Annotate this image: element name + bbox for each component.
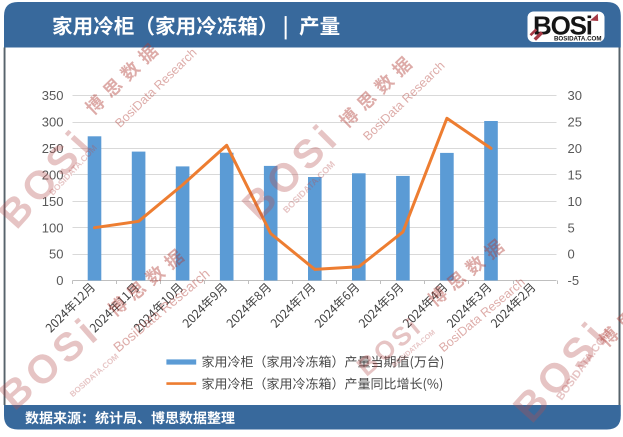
svg-text:350: 350: [42, 88, 64, 103]
svg-text:100: 100: [42, 220, 64, 235]
svg-text:15: 15: [568, 167, 582, 182]
svg-text:50: 50: [49, 247, 63, 262]
svg-text:25: 25: [568, 115, 582, 130]
svg-text:5: 5: [568, 220, 575, 235]
svg-text:200: 200: [42, 167, 64, 182]
svg-text:-5: -5: [568, 273, 580, 288]
svg-text:20: 20: [568, 141, 582, 156]
svg-text:150: 150: [42, 194, 64, 209]
svg-text:250: 250: [42, 141, 64, 156]
svg-text:10: 10: [568, 194, 582, 209]
svg-text:300: 300: [42, 115, 64, 130]
svg-text:0: 0: [568, 247, 575, 262]
svg-text:BOSIDATA.COM: BOSIDATA.COM: [554, 35, 602, 42]
svg-text:0: 0: [56, 273, 63, 288]
svg-text:BOSi: BOSi: [533, 11, 592, 41]
svg-text:30: 30: [568, 88, 582, 103]
